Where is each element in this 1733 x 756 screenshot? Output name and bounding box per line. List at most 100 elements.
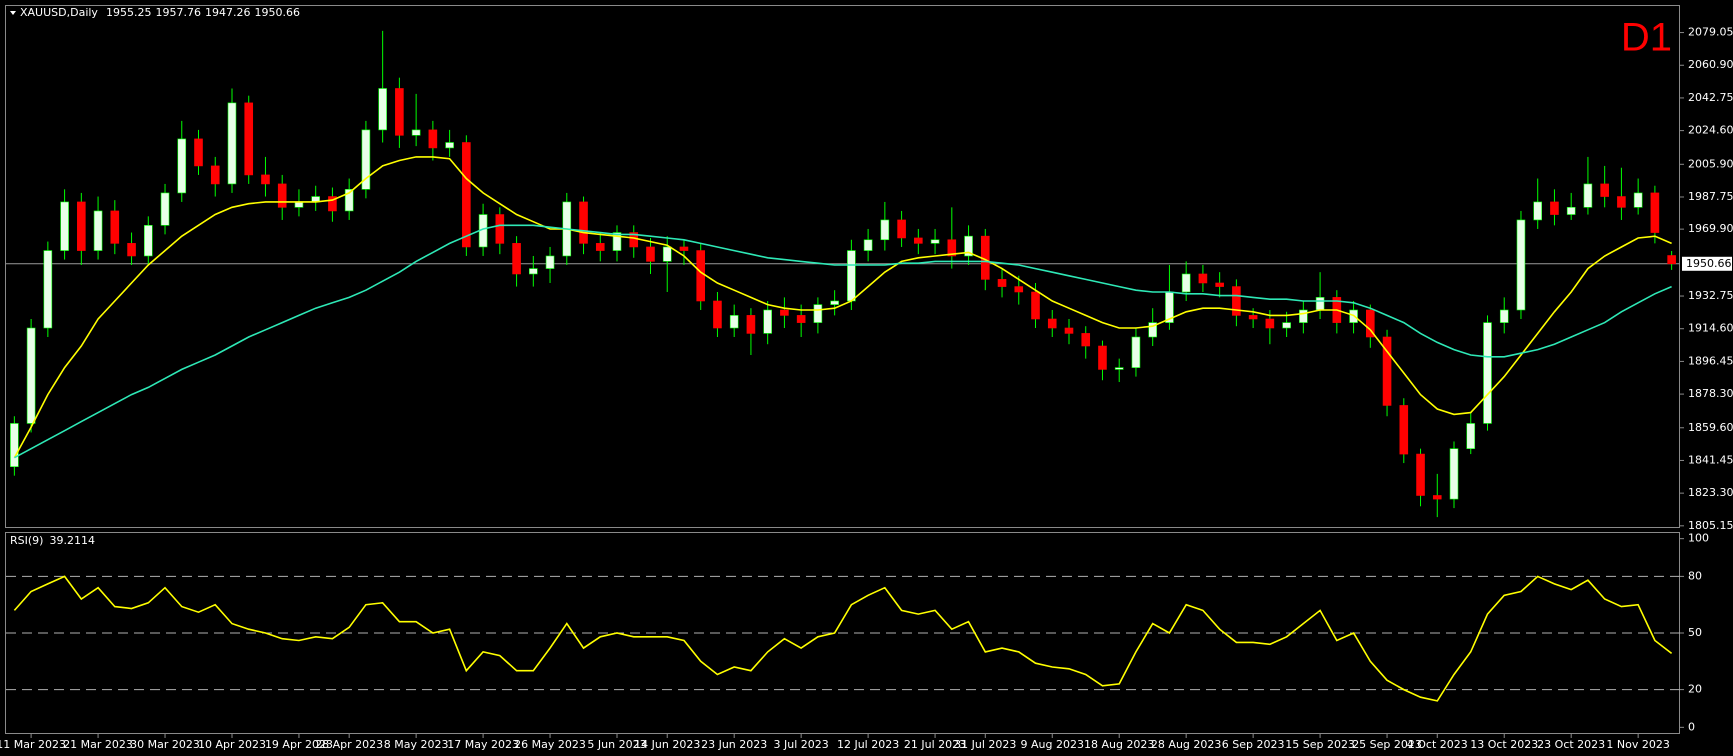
candle-body-up [294,201,304,208]
candle-body-down [1215,282,1224,287]
y-tick-label: 1841.45 [1688,453,1733,466]
candle-body-down [328,196,337,212]
x-tick-label: 10 Apr 2023 [198,738,266,751]
x-tick-label: 14 Jun 2023 [634,738,700,751]
y-tick-label: 100 [1688,532,1709,545]
x-tick-label: 25 Sep 2023 [1352,738,1422,751]
candle-body-down [277,183,287,208]
candle-body-down [796,315,806,323]
candle-body-up [612,232,622,251]
x-tick-label: 1 Nov 2023 [1606,738,1669,751]
y-tick-label: 2042.75 [1688,91,1733,104]
candle-body-up [378,88,387,131]
candle-body-down [897,219,906,239]
y-tick-label: 1896.45 [1688,354,1733,367]
rsi-title: RSI(9) [10,534,43,547]
y-tick-label: 1878.30 [1688,387,1733,400]
candle-body-up [93,210,103,251]
candle-body-up [1181,273,1191,293]
x-tick-label: 23 Oct 2023 [1537,738,1605,751]
candle-body-up [863,239,873,251]
candle-body-down [947,239,957,257]
candle-body-down [713,300,722,329]
candle-body-down [77,201,86,251]
y-tick-label: 1805.15 [1688,519,1733,532]
candle-body-up [880,219,890,241]
candle-body-up [1466,423,1476,449]
rsi-header: RSI(9) 39.2114 [10,534,95,547]
y-tick-label: 80 [1688,569,1702,582]
candle-body-up [830,300,839,305]
x-tick-label: 28 Apr 2023 [315,738,383,751]
candle-body-down [1600,183,1609,197]
candle-body-up [1566,207,1576,215]
header-open: 1955.25 [106,6,152,19]
x-tick-label: 9 Aug 2023 [1021,738,1084,751]
x-tick-label: 13 Oct 2023 [1470,738,1538,751]
x-tick-label: 6 Sep 2023 [1222,738,1285,751]
x-tick-label: 21 Mar 2023 [63,738,133,751]
y-tick-label: 1859.60 [1688,421,1733,434]
candle-body-up [813,304,823,323]
last-price-box [1682,256,1732,271]
header-low: 1947.26 [205,6,251,19]
candle-body-up [26,327,36,424]
candle-body-down [595,243,605,251]
x-tick-label: 23 Jun 2023 [701,738,767,751]
x-tick-label: 3 Jul 2023 [774,738,829,751]
candle-body-down [746,315,756,334]
symbol-title: XAUUSD,Daily [20,6,98,19]
candle-body-up [445,142,454,149]
candle-body-down [1014,286,1024,293]
x-tick-label: 26 May 2023 [514,738,586,751]
candle-body-up [1449,448,1459,500]
x-tick-label: 17 May 2023 [447,738,519,751]
candle-body-up [1282,322,1291,329]
candle-body-up [1299,309,1308,323]
candle-body-down [1416,453,1425,496]
timeframe-label: D1 [1621,16,1672,60]
x-tick-label: 4 Oct 2023 [1407,738,1468,751]
candle-body-down [512,243,521,275]
symbol-menu-arrow[interactable] [10,11,16,15]
candle-body-down [1667,255,1676,265]
header-close: 1950.66 [254,6,300,19]
candle-body-down [1382,336,1392,406]
candle-body-up [411,129,421,136]
candle-body-up [344,189,354,212]
x-tick-label: 30 Mar 2023 [130,738,200,751]
x-tick-label: 11 Mar 2023 [0,738,66,751]
y-tick-label: 1987.75 [1688,190,1733,203]
y-tick-label: 2005.90 [1688,157,1733,170]
x-tick-label: 12 Jul 2023 [837,738,899,751]
candle-body-up [1516,219,1526,311]
candle-body-up [160,192,170,226]
candle-body-down [579,201,588,244]
candle-body-up [143,225,153,257]
candle-body-up [1633,192,1643,208]
y-tick-label: 20 [1688,683,1702,696]
x-tick-label: 21 Jul 2023 [904,738,966,751]
candle-body-up [1483,322,1492,424]
candle-body-up [227,102,237,185]
candle-body-down [1432,495,1442,500]
candle-body-down [1047,318,1057,329]
candle-body-down [1198,273,1208,284]
candle-body-down [495,214,505,244]
candle-body-down [244,102,254,176]
rsi-current: 39.2114 [49,534,95,547]
candle-body-down [646,246,655,262]
candle-body-down [1098,345,1107,370]
candle-body-down [914,237,923,244]
header-high: 1957.76 [155,6,201,19]
candle-body-down [1064,327,1074,334]
candle-body-up [1315,297,1325,311]
candle-body-up [529,268,538,275]
candle-body-up [1533,201,1543,221]
candle-body-down [1248,315,1258,320]
candle-body-down [1366,309,1375,338]
x-tick-label: 18 Aug 2023 [1084,738,1154,751]
y-tick-label: 1969.90 [1688,222,1733,235]
x-tick-label: 31 Jul 2023 [954,738,1016,751]
